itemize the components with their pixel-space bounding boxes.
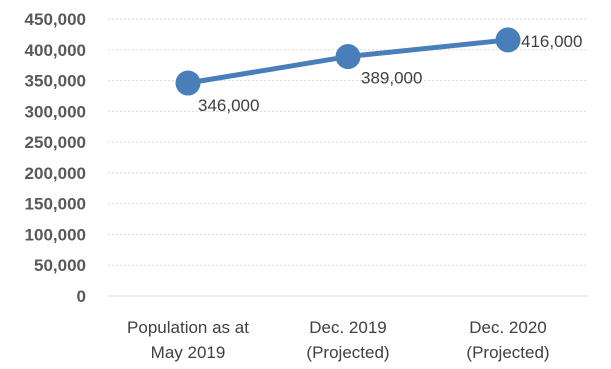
data-labels: 346,000 389,000 416,000 — [198, 32, 582, 115]
y-tick-label: 350,000 — [25, 72, 86, 91]
x-tick-label: Population as at May 2019 — [127, 318, 249, 362]
x-tick-label-line: (Projected) — [306, 343, 389, 362]
data-label: 389,000 — [361, 69, 422, 88]
y-tick-label: 250,000 — [25, 133, 86, 152]
data-point-markers — [175, 27, 521, 96]
x-tick-label: Dec. 2020 (Projected) — [466, 318, 549, 362]
y-tick-label: 150,000 — [25, 195, 86, 214]
data-point — [495, 27, 521, 53]
y-axis-tick-labels: 0 50,000 100,000 150,000 200,000 250,000 300,0… — [25, 10, 86, 306]
data-label: 346,000 — [198, 96, 259, 115]
x-tick-label-line: (Projected) — [466, 343, 549, 362]
data-point — [335, 44, 361, 70]
x-tick-label-line: Dec. 2020 — [469, 318, 547, 337]
y-tick-label: 50,000 — [34, 256, 86, 275]
y-tick-label: 450,000 — [25, 10, 86, 29]
x-tick-label-line: Population as at — [127, 318, 249, 337]
y-tick-label: 400,000 — [25, 41, 86, 60]
data-label: 416,000 — [521, 32, 582, 51]
y-tick-label: 100,000 — [25, 225, 86, 244]
x-tick-label-line: May 2019 — [151, 343, 226, 362]
y-tick-label: 200,000 — [25, 164, 86, 183]
x-tick-label-line: Dec. 2019 — [309, 318, 387, 337]
x-tick-label: Dec. 2019 (Projected) — [306, 318, 389, 362]
y-tick-label: 300,000 — [25, 102, 86, 121]
y-tick-label: 0 — [77, 287, 86, 306]
data-point — [175, 70, 201, 96]
x-axis-tick-labels: Population as at May 2019 Dec. 2019 (Projec… — [127, 318, 550, 362]
